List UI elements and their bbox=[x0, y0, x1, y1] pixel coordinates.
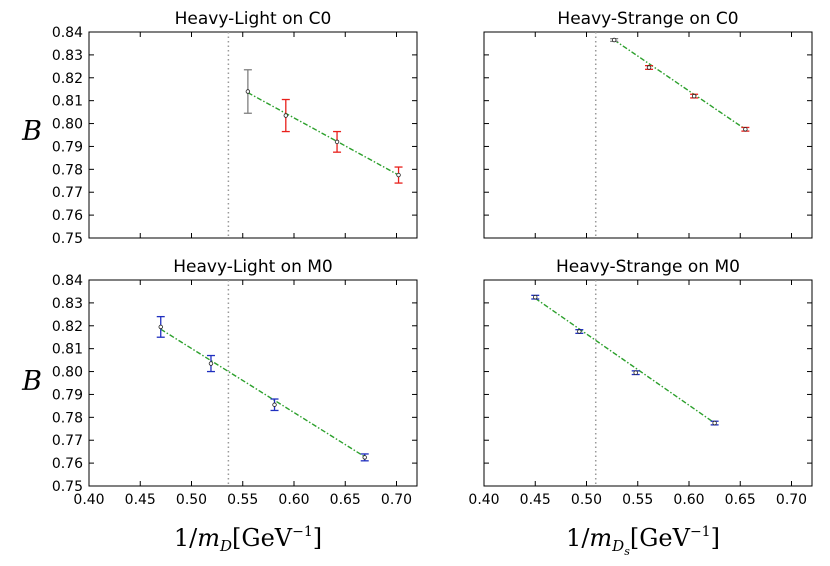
data-point bbox=[281, 98, 290, 133]
x-tick-label: 0.60 bbox=[278, 492, 309, 508]
data-point bbox=[270, 398, 279, 412]
data-point bbox=[690, 93, 699, 99]
plot-frame bbox=[483, 31, 813, 239]
data-point bbox=[645, 64, 654, 70]
x-axis-label-right: 1/mDs[GeV−1] bbox=[566, 524, 720, 558]
y-axis-label-top: B bbox=[21, 116, 42, 147]
data-marker bbox=[272, 402, 277, 407]
y-tick-label: 0.75 bbox=[52, 479, 83, 495]
plot-frame bbox=[88, 279, 418, 487]
fit-line bbox=[247, 92, 399, 176]
data-point bbox=[531, 294, 540, 300]
data-point bbox=[243, 69, 252, 114]
x-tick-label: 0.40 bbox=[468, 492, 499, 508]
chart-title: Heavy-Strange on M0 bbox=[556, 257, 740, 277]
x-tick-label: 0.45 bbox=[125, 492, 156, 508]
data-point bbox=[156, 315, 165, 338]
y-tick-label: 0.78 bbox=[52, 162, 83, 178]
y-tick-label: 0.75 bbox=[52, 231, 83, 247]
data-marker bbox=[283, 113, 288, 118]
data-point bbox=[394, 166, 403, 184]
x-tick-label: 0.45 bbox=[520, 492, 551, 508]
x-tick-label: 0.65 bbox=[725, 492, 756, 508]
y-tick-label: 0.83 bbox=[52, 48, 83, 64]
data-marker bbox=[712, 420, 717, 426]
y-tick-label: 0.80 bbox=[52, 117, 83, 133]
data-point bbox=[631, 370, 640, 376]
data-marker bbox=[691, 93, 697, 99]
data-marker bbox=[362, 455, 367, 460]
x-tick-label: 0.70 bbox=[776, 492, 807, 508]
fit-line bbox=[160, 328, 367, 458]
y-tick-label: 0.83 bbox=[52, 296, 83, 312]
data-marker bbox=[158, 324, 163, 330]
x-tick-label: 0.55 bbox=[622, 492, 653, 508]
chart-title: Heavy-Light on M0 bbox=[173, 257, 333, 277]
chart-panel-1: Heavy-Light on C0 0.75 0.76 0.77 0.78 0.79 0.8… bbox=[52, 9, 418, 247]
y-tick-label: 0.84 bbox=[52, 273, 83, 289]
x-tick-label: 0.55 bbox=[227, 492, 258, 508]
chart-title: Heavy-Light on C0 bbox=[175, 9, 332, 29]
y-tick-label: 0.81 bbox=[52, 342, 83, 358]
data-marker bbox=[245, 89, 251, 94]
data-marker bbox=[633, 370, 638, 375]
data-marker bbox=[577, 329, 582, 334]
y-tick-label: 0.81 bbox=[52, 94, 83, 110]
y-tick-label: 0.76 bbox=[52, 208, 83, 224]
x-tick-label: 0.50 bbox=[571, 492, 602, 508]
y-tick-label: 0.77 bbox=[52, 433, 83, 449]
data-marker bbox=[611, 37, 617, 43]
plot-frame bbox=[88, 31, 418, 239]
y-tick-label: 0.82 bbox=[52, 319, 83, 335]
data-marker bbox=[334, 139, 340, 145]
data-marker bbox=[533, 294, 538, 300]
x-tick-label: 0.60 bbox=[673, 492, 704, 508]
x-tick-label: 0.40 bbox=[73, 492, 104, 508]
y-axis-label-bottom: B bbox=[21, 366, 42, 397]
y-tick-label: 0.80 bbox=[52, 365, 83, 381]
chart-panel-3: Heavy-Light on M0 0.75 0.76 0.77 0.78 0.79 0.8… bbox=[52, 257, 418, 508]
y-tick-label: 0.77 bbox=[52, 185, 83, 201]
y-tick-label: 0.79 bbox=[52, 387, 83, 403]
y-tick-label: 0.78 bbox=[52, 410, 83, 426]
fit-line bbox=[534, 297, 716, 424]
data-point bbox=[206, 354, 215, 373]
data-marker bbox=[396, 172, 401, 178]
fit-line bbox=[613, 39, 746, 130]
data-point bbox=[710, 420, 719, 426]
data-marker bbox=[743, 127, 748, 132]
x-tick-label: 0.65 bbox=[330, 492, 361, 508]
data-marker bbox=[208, 361, 214, 366]
chart-panel-4: Heavy-Strange on M0 0.40 0.45 0.50 0.55 0.60 0… bbox=[468, 257, 813, 508]
chart-title: Heavy-Strange on C0 bbox=[557, 9, 738, 29]
y-tick-label: 0.84 bbox=[52, 25, 83, 41]
data-point bbox=[360, 453, 369, 462]
x-axis-label-left: 1/mD[GeV−1] bbox=[174, 524, 322, 555]
y-tick-label: 0.82 bbox=[52, 71, 83, 87]
data-point bbox=[333, 130, 342, 153]
x-tick-label: 0.70 bbox=[381, 492, 412, 508]
data-point bbox=[575, 329, 584, 334]
x-tick-label: 0.50 bbox=[176, 492, 207, 508]
chart-panel-2: Heavy-Strange on C0 bbox=[483, 9, 813, 239]
plot-frame bbox=[483, 279, 813, 487]
data-marker bbox=[646, 65, 652, 70]
data-point bbox=[741, 126, 750, 132]
data-point bbox=[610, 37, 619, 43]
y-tick-label: 0.76 bbox=[52, 456, 83, 472]
y-tick-label: 0.79 bbox=[52, 139, 83, 155]
